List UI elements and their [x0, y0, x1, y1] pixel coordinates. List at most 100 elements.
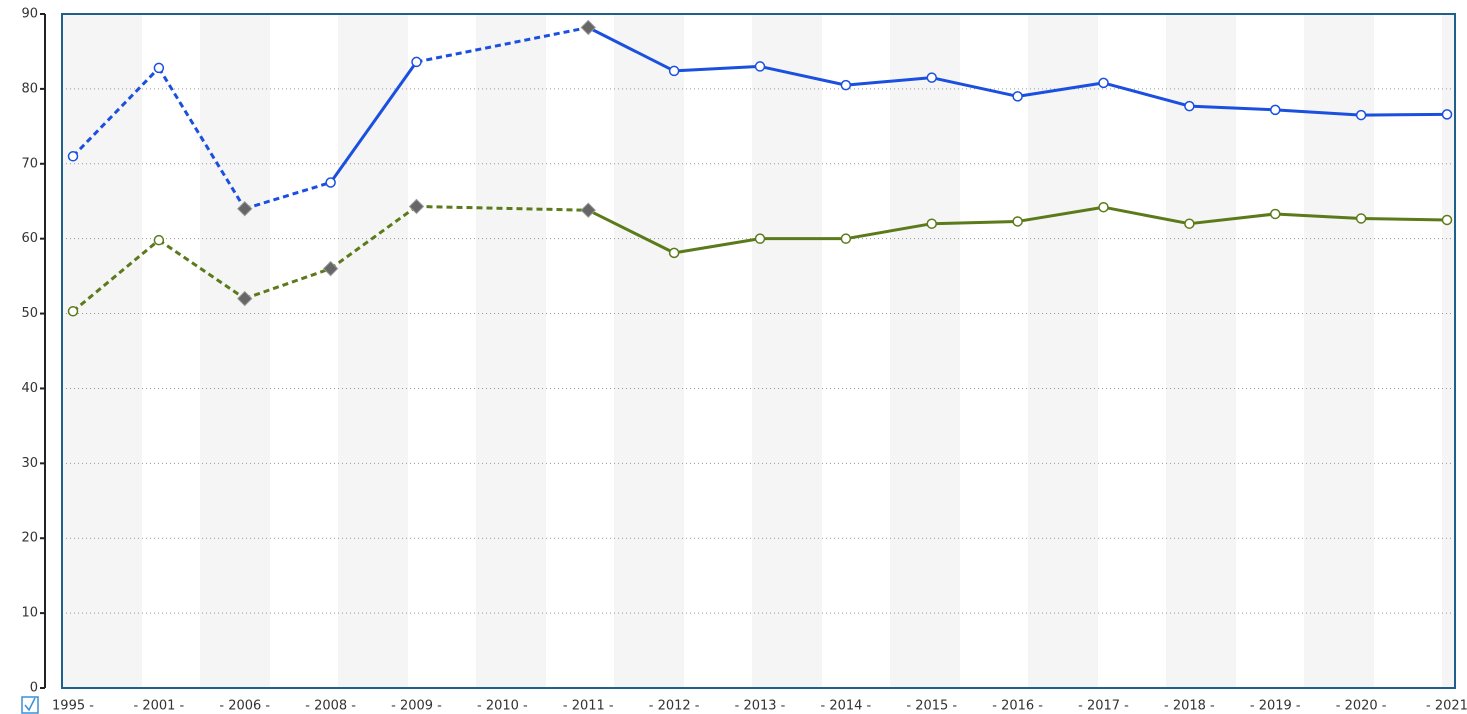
band-stripe	[1304, 14, 1374, 688]
line-segment	[1361, 216, 1448, 222]
point	[1098, 77, 1109, 89]
band-stripe	[1442, 14, 1455, 688]
band-stripe	[1166, 14, 1236, 688]
x-tick-label: - 2011 -	[563, 699, 614, 714]
x-tick-label: - 2013 -	[735, 699, 786, 714]
line-segment	[1103, 81, 1190, 108]
band-stripe	[890, 14, 960, 688]
point	[668, 65, 680, 77]
x-tick-label: - 2001 -	[134, 699, 185, 714]
point	[580, 19, 596, 36]
x-tick-label: - 2014 -	[821, 699, 872, 714]
point	[1184, 218, 1195, 229]
band-stripe	[752, 14, 822, 688]
y-tick-label: 80	[21, 81, 38, 96]
line-segment	[1275, 212, 1362, 220]
plot: 0 10 20 30 40 50 60 70 80 90 1995 - - 2001 - - 2006 …	[21, 7, 1467, 714]
x-tick-label: - 2021	[1426, 699, 1467, 714]
line-segment	[931, 76, 1018, 98]
point	[237, 201, 253, 217]
point	[1441, 214, 1453, 226]
point	[840, 79, 852, 91]
line-segment	[1017, 81, 1104, 98]
line-segment	[673, 237, 761, 255]
y-tick-label: 10	[21, 606, 38, 621]
line-segment	[1275, 108, 1362, 117]
point	[580, 202, 596, 218]
band-stripe	[200, 14, 270, 688]
x-tick-label: - 2017 -	[1078, 699, 1129, 714]
line-segment	[587, 26, 675, 73]
line-segment	[587, 208, 675, 255]
point	[1012, 216, 1023, 227]
checkmark	[24, 697, 36, 712]
band-stripe	[476, 14, 546, 688]
point	[926, 72, 937, 83]
x-tick-label: - 2015 -	[906, 699, 957, 714]
line-segment	[416, 204, 589, 212]
line-segment	[1361, 112, 1448, 117]
point	[1441, 109, 1453, 120]
x-tick-label: - 2009 -	[391, 699, 442, 714]
x-tick-label: 1995 -	[52, 699, 94, 714]
line-segment	[1017, 205, 1104, 223]
point	[1098, 201, 1109, 213]
band-stripe	[62, 14, 142, 688]
x-tick-label: - 2016 -	[992, 699, 1043, 714]
point	[153, 234, 165, 246]
point	[325, 177, 336, 188]
band-stripe	[1028, 14, 1098, 688]
line-segment	[1189, 212, 1276, 226]
point	[237, 290, 253, 307]
y-tick-label: 30	[21, 456, 38, 471]
point	[1355, 109, 1367, 121]
line-segment	[71, 66, 160, 158]
y-tick-label: 50	[21, 306, 38, 321]
band-stripe	[614, 14, 684, 688]
x-tick-label: - 2010 -	[477, 699, 528, 714]
point	[408, 198, 425, 215]
point	[1012, 91, 1023, 102]
x-tick-label: - 2006 -	[219, 699, 270, 714]
y-tick-label: 60	[21, 231, 38, 246]
line-segment	[157, 67, 247, 210]
point	[754, 61, 766, 72]
line-segment	[759, 64, 847, 87]
y-tick-label: 20	[21, 531, 38, 546]
line-segment	[1103, 205, 1190, 226]
line-segment	[72, 239, 160, 313]
line-segment	[674, 64, 761, 73]
line-segment	[1189, 104, 1276, 112]
point	[754, 233, 766, 244]
line-segment	[244, 267, 332, 300]
x-tick-label: - 2018 -	[1164, 699, 1215, 714]
x-tick-label: - 2019 -	[1250, 699, 1301, 714]
point	[1270, 104, 1281, 116]
y-tick-label: 0	[30, 681, 38, 696]
line-segment	[158, 238, 246, 300]
line-segment	[845, 76, 932, 87]
plot-frame	[61, 13, 1456, 689]
y-tick-label: 90	[21, 7, 38, 22]
point	[411, 56, 422, 68]
line-segment	[244, 181, 332, 211]
point	[1270, 208, 1281, 220]
point	[153, 62, 165, 74]
y-tick-label: 70	[21, 156, 38, 171]
point	[926, 218, 937, 229]
point	[67, 151, 79, 162]
x-tick-label: - 2008 -	[305, 699, 356, 714]
point	[67, 306, 79, 317]
point	[840, 233, 852, 244]
point	[322, 260, 339, 277]
x-tick-label: - 2012 -	[649, 699, 700, 714]
line-segment	[329, 205, 418, 270]
line-segment	[845, 222, 933, 241]
point	[1355, 213, 1367, 224]
checkbox[interactable]	[21, 696, 39, 714]
point	[1184, 100, 1195, 112]
line-segment	[329, 61, 418, 184]
point	[668, 247, 680, 259]
x-tick-label: - 2020 -	[1336, 699, 1387, 714]
